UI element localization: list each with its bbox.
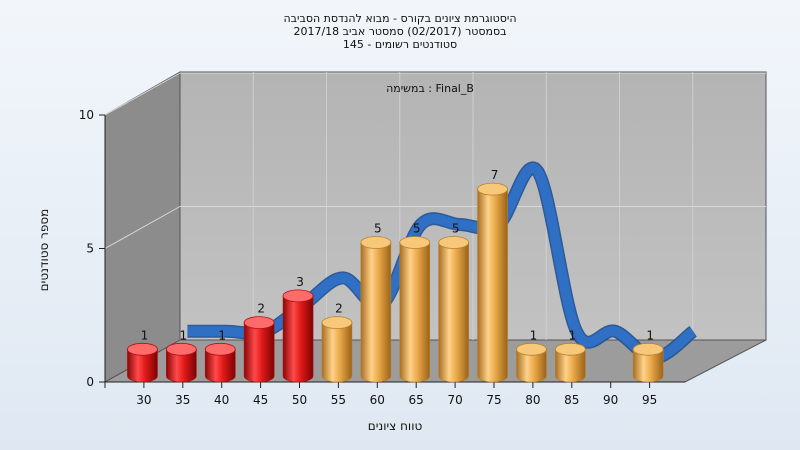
x-tick-label: 70: [447, 393, 462, 407]
x-tick-label: 95: [642, 393, 657, 407]
bar: [399, 236, 431, 383]
x-tick-label: 65: [409, 393, 424, 407]
bar: [321, 316, 353, 383]
bar-value-label: 5: [452, 222, 460, 236]
bar: [127, 342, 158, 383]
y-axis-label: מספר סטודנטים: [37, 209, 51, 292]
title-line-3: סטודנטים רשומים - 145: [343, 38, 457, 51]
x-tick-label: 75: [486, 393, 501, 407]
x-tick-label: 45: [253, 393, 268, 407]
bar: [554, 342, 586, 383]
y-tick-label: 0: [86, 375, 94, 389]
value-labels: 1 1 1 2 3 2 5 5 5 7 1 1 1: [141, 168, 654, 342]
x-tick-label: 30: [136, 393, 151, 407]
bar-value-label: 1: [530, 328, 538, 342]
bar: [360, 236, 392, 383]
title-line-1: היסטוגרמת ציונים בקורס - מבוא להנדסת הסב…: [283, 12, 516, 25]
x-axis: 30 35 40 45 50 55 60 65 70 75 80 85 90 95: [104, 381, 685, 407]
bar-value-label: 2: [257, 302, 265, 316]
bar: [243, 316, 275, 383]
plot-walls: [103, 71, 767, 383]
x-tick-label: 50: [292, 393, 307, 407]
title-line-2: בסמסטר (02/2017) סמסטר אביב 2017/18: [293, 25, 506, 38]
x-tick-label: 60: [370, 393, 385, 407]
y-axis: 0 5 10: [79, 108, 106, 389]
bar-value-label: 3: [296, 275, 304, 289]
bar-value-label: 5: [374, 222, 382, 236]
x-tick-label: 85: [564, 393, 579, 407]
bar: [632, 342, 664, 383]
chart-subtitle: במשימה : Final_B: [386, 82, 474, 95]
y-tick-label: 5: [86, 242, 94, 256]
bar: [438, 236, 470, 383]
bar: [516, 342, 547, 383]
bar-value-label: 7: [491, 168, 499, 182]
x-tick-label: 80: [525, 393, 540, 407]
bar: [165, 342, 197, 383]
bar-value-label: 1: [646, 328, 654, 342]
bars: [127, 182, 664, 383]
bar: [204, 342, 236, 383]
x-tick-label: 40: [214, 393, 229, 407]
bar-value-label: 1: [180, 328, 188, 342]
bar-value-label: 5: [413, 222, 421, 236]
bar-value-label: 1: [218, 328, 226, 342]
x-axis-label: טווח ציונים: [368, 419, 423, 433]
x-tick-label: 90: [603, 393, 618, 407]
x-tick-label: 35: [175, 393, 190, 407]
bar: [477, 182, 508, 383]
bar: [282, 289, 314, 383]
trend-line: [187, 163, 697, 363]
trend-ribbon: [187, 161, 698, 365]
bar-value-label: 2: [335, 302, 343, 316]
y-tick-label: 10: [79, 108, 94, 122]
x-tick-label: 55: [331, 393, 346, 407]
bar-value-label: 1: [569, 328, 577, 342]
bar-value-label: 1: [141, 328, 149, 342]
